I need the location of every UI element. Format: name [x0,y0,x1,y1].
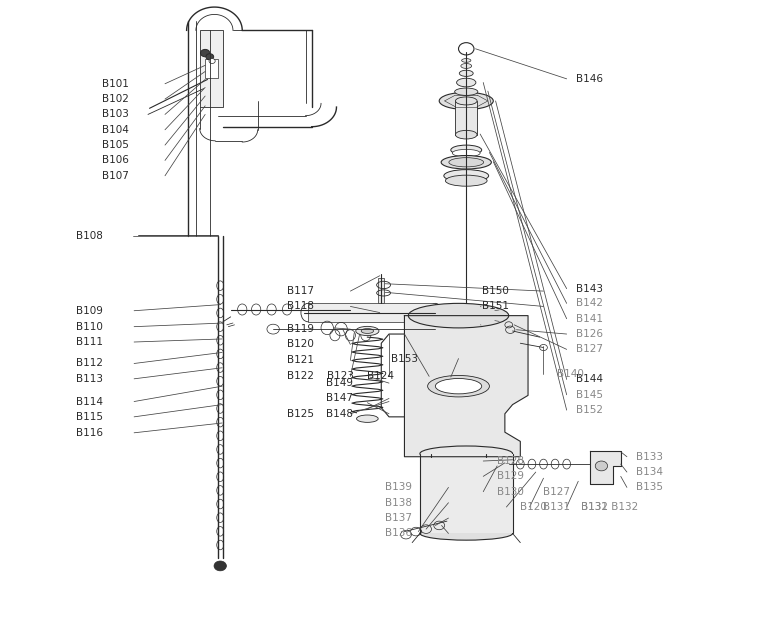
Text: B112: B112 [76,358,103,368]
Text: B126: B126 [576,329,603,339]
Text: B122: B122 [287,371,314,381]
Text: B113: B113 [76,374,103,384]
Text: B138: B138 [385,498,412,508]
Text: B103: B103 [102,110,128,119]
Text: B111: B111 [76,337,103,347]
Text: B101: B101 [102,79,128,89]
Circle shape [209,59,216,64]
Ellipse shape [443,170,489,182]
Text: B128: B128 [497,456,524,466]
Text: B134: B134 [636,467,663,477]
Text: B137: B137 [385,513,412,523]
Ellipse shape [420,527,513,540]
Ellipse shape [420,446,513,461]
Text: B140: B140 [557,369,584,379]
Text: B151: B151 [482,301,509,311]
Text: B105: B105 [102,140,128,150]
Text: B149: B149 [326,378,352,388]
Ellipse shape [356,415,378,422]
Text: B130: B130 [497,487,524,496]
Text: B150: B150 [482,286,509,296]
Ellipse shape [459,71,473,76]
Text: B136: B136 [385,529,412,539]
Text: B133: B133 [636,452,663,462]
Text: B107: B107 [102,171,128,181]
Text: B147: B147 [326,394,352,404]
Bar [200,30,223,107]
Text: B127: B127 [576,344,603,354]
Text: B135: B135 [636,482,663,492]
Bar [455,101,477,135]
Text: B102: B102 [102,94,128,104]
Text: B125: B125 [287,409,314,419]
Ellipse shape [445,175,487,186]
Text: B129: B129 [497,471,524,482]
Text: B131: B131 [544,502,570,512]
Text: B124: B124 [367,371,394,381]
Circle shape [206,54,214,60]
Ellipse shape [408,303,509,328]
Text: B108: B108 [76,231,103,241]
Text: B143: B143 [576,284,603,293]
Text: B120: B120 [520,502,547,512]
Ellipse shape [449,158,484,167]
Ellipse shape [454,88,478,95]
Bar [378,277,384,303]
Ellipse shape [461,59,471,63]
Circle shape [595,461,608,471]
Text: B123: B123 [328,371,354,381]
Ellipse shape [441,155,492,169]
Text: B142: B142 [576,298,603,308]
Text: B120: B120 [287,339,314,350]
Text: B127: B127 [544,487,570,497]
Ellipse shape [440,92,493,110]
Text: B119: B119 [287,324,314,334]
Ellipse shape [361,329,373,334]
Ellipse shape [356,326,379,335]
Bar [308,303,436,322]
Text: B110: B110 [76,322,103,332]
Text: B115: B115 [76,412,103,422]
Ellipse shape [450,145,482,155]
Text: B132: B132 [580,502,608,512]
Text: B152: B152 [576,405,603,415]
Text: B141: B141 [576,314,603,324]
Ellipse shape [457,78,476,87]
Polygon shape [590,451,621,484]
Circle shape [458,43,474,55]
Ellipse shape [452,149,480,157]
Ellipse shape [455,97,477,105]
Circle shape [214,561,226,571]
Text: B131 B132: B131 B132 [580,502,638,512]
Ellipse shape [461,64,471,69]
Ellipse shape [436,378,482,394]
Ellipse shape [428,376,489,397]
Text: B121: B121 [287,355,314,365]
Text: B116: B116 [76,428,103,438]
Text: B106: B106 [102,155,128,165]
Text: B145: B145 [576,390,603,400]
Ellipse shape [455,131,477,139]
Text: B104: B104 [102,125,128,135]
Text: B109: B109 [76,306,103,316]
Text: B148: B148 [326,409,352,419]
Bar [420,454,513,534]
Text: B114: B114 [76,397,103,407]
Text: B153: B153 [391,353,418,363]
Text: B117: B117 [287,286,314,296]
Text: B118: B118 [287,301,314,311]
Text: B144: B144 [576,374,603,384]
Polygon shape [405,316,528,457]
Bar [205,59,218,77]
Text: B146: B146 [576,74,603,84]
Circle shape [201,50,210,57]
Text: B139: B139 [385,482,412,492]
